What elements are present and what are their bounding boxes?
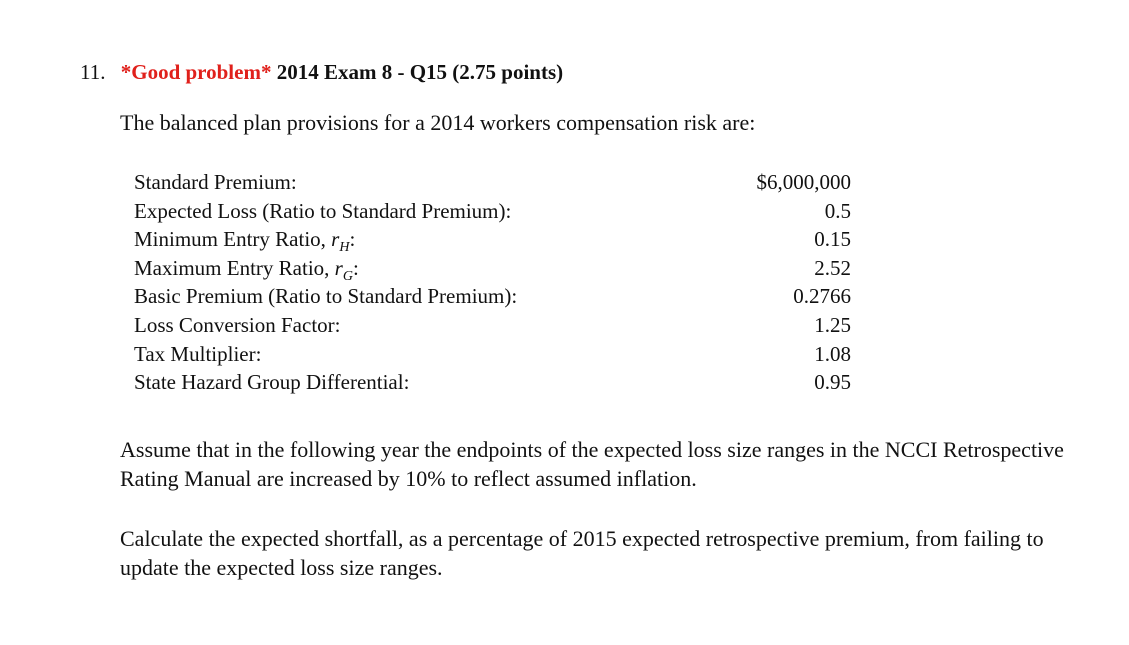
good-problem-tag: *Good problem* (120, 60, 272, 84)
provision-value: 1.25 (814, 312, 851, 337)
provision-row-tax-multiplier: Tax Multiplier: 1.08 (134, 340, 851, 369)
provision-label: Standard Premium: (134, 170, 297, 194)
problem-title: 2014 Exam 8 - Q15 (2.75 points) (276, 60, 564, 84)
provision-row-basic-premium: Basic Premium (Ratio to Standard Premium… (134, 282, 851, 311)
symbol-subscript: G (342, 268, 353, 284)
problem-heading: 11. *Good problem* 2014 Exam 8 - Q15 (2.… (80, 60, 563, 85)
provision-label-suffix: : (349, 227, 356, 252)
provision-value: 0.5 (824, 198, 851, 223)
provision-label: Expected Loss (Ratio to Standard Premium… (134, 198, 512, 223)
question-paragraph: Calculate the expected shortfall, as a p… (120, 526, 1044, 580)
assumption-paragraph: Assume that in the following year the en… (120, 437, 1064, 491)
provision-value: 0.95 (814, 370, 851, 395)
intro-text: The balanced plan provisions for a 2014 … (120, 110, 756, 135)
symbol-subscript: H (339, 240, 350, 256)
provision-label-group: Minimum Entry Ratio, rH: (134, 225, 356, 255)
provision-label: Basic Premium (Ratio to Standard Premium… (134, 284, 518, 309)
symbol-r: r (331, 227, 340, 252)
provision-row-expected-loss: Expected Loss (Ratio to Standard Premium… (134, 197, 851, 226)
provision-label: Maximum Entry Ratio, (134, 255, 335, 280)
provision-label: State Hazard Group Differential: (134, 370, 410, 395)
symbol-r: r (334, 255, 343, 280)
provision-label-suffix: : (352, 255, 359, 280)
provision-value: $6,000,000 (756, 170, 852, 194)
provision-label: Loss Conversion Factor: (134, 312, 341, 337)
provision-label: Tax Multiplier: (134, 341, 262, 366)
provision-label: Minimum Entry Ratio, (134, 227, 332, 252)
provision-symbol: rG (334, 255, 353, 284)
provision-row-loss-conversion-factor: Loss Conversion Factor: 1.25 (134, 311, 851, 340)
provision-value: 1.08 (814, 341, 851, 366)
provision-row-standard-premium: Standard Premium: $6,000,000 (134, 168, 851, 197)
provision-value: 0.2766 (793, 284, 851, 309)
provision-symbol: rH (331, 227, 349, 255)
provision-row-maximum-entry-ratio: Maximum Entry Ratio, rG: 2.52 (134, 254, 851, 284)
provision-label-group: Maximum Entry Ratio, rG: (134, 254, 359, 284)
provision-row-minimum-entry-ratio: Minimum Entry Ratio, rH: 0.15 (134, 225, 851, 255)
provision-value: 2.52 (814, 255, 851, 280)
provisions-table: Standard Premium: $6,000,000 Expected Lo… (134, 168, 851, 397)
provision-value: 0.15 (814, 227, 851, 252)
problem-number: 11. (80, 60, 106, 84)
provision-row-state-hazard-group-differential: State Hazard Group Differential: 0.95 (134, 368, 851, 397)
